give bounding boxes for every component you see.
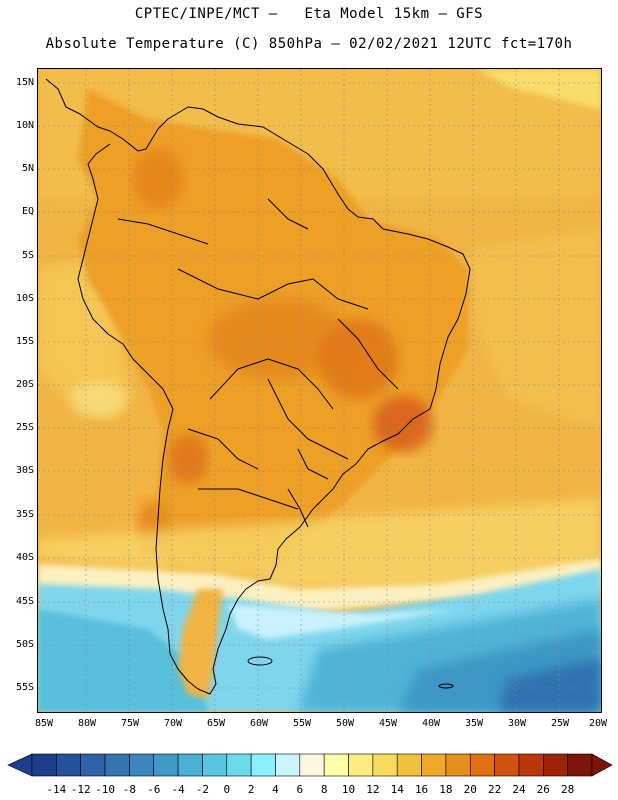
colorbar-swatch <box>275 753 301 777</box>
lat-label: 50S <box>15 639 34 650</box>
lon-label: 65W <box>206 718 226 729</box>
map-title-model: CPTEC/INPE/MCT – Eta Model 15km – GFS <box>134 6 484 22</box>
lat-label: 10N <box>15 120 34 131</box>
colorbar-tick-label: 10 <box>341 783 356 796</box>
colorbar-tick-label: 24 <box>512 783 526 796</box>
colorbar-swatch <box>80 753 106 777</box>
colorbar-swatches <box>7 753 613 777</box>
colorbar-max-arrow <box>591 753 613 777</box>
temperature-map <box>37 68 602 713</box>
colorbar-tick-label: -2 <box>195 783 210 796</box>
lat-label: 5N <box>21 163 34 174</box>
colorbar-swatch <box>104 753 130 777</box>
colorbar-tick-label: -14 <box>46 783 67 796</box>
colorbar-swatch <box>202 753 228 777</box>
colorbar-tick-label: -12 <box>70 783 91 796</box>
colorbar-swatch <box>372 753 398 777</box>
colorbar-tick-label: 0 <box>223 783 231 796</box>
colorbar-swatch <box>445 753 471 777</box>
colorbar-tick-label: 12 <box>366 783 380 796</box>
lon-label: 50W <box>335 718 355 729</box>
map-title-variable: Absolute Temperature (C) 850hPa – 02/02/… <box>45 36 573 52</box>
colorbar-tick-label: 6 <box>296 783 304 796</box>
lon-label: 30W <box>507 718 527 729</box>
colorbar-swatch <box>299 753 325 777</box>
colorbar-min-arrow <box>7 753 33 777</box>
lat-label: 45S <box>15 596 34 607</box>
colorbar-tick-label: 18 <box>439 783 453 796</box>
lat-label: 30S <box>15 465 34 476</box>
colorbar-swatch <box>543 753 568 777</box>
colorbar-swatch <box>250 753 276 777</box>
lat-label: 20S <box>15 379 34 390</box>
lat-label: 40S <box>15 552 34 563</box>
colorbar-tick-label: 20 <box>463 783 477 796</box>
colorbar-tick-label: 26 <box>536 783 550 796</box>
colorbar-swatch <box>469 753 495 777</box>
colorbar-swatch <box>177 753 203 777</box>
colorbar-swatch <box>153 753 179 777</box>
colorbar-swatch <box>226 753 252 777</box>
lat-label: 35S <box>15 509 34 520</box>
lon-label: 55W <box>292 718 312 729</box>
colorbar-swatch <box>348 753 374 777</box>
lat-label: 55S <box>15 682 34 693</box>
colorbar-swatch <box>129 753 155 777</box>
lon-label: 45W <box>378 718 398 729</box>
colorbar-swatch <box>323 753 349 777</box>
colorbar-tick-label: -10 <box>95 783 115 796</box>
lon-label: 60W <box>249 718 269 729</box>
lon-label: 25W <box>550 718 570 729</box>
lon-label: 20W <box>588 718 608 729</box>
colorbar-tick-label: -6 <box>147 783 161 796</box>
colorbar-tick-label: 8 <box>320 783 328 796</box>
graticule <box>38 69 601 712</box>
falkland-islands <box>247 656 454 689</box>
colorbar-tick-label: -8 <box>122 783 137 796</box>
colorbar-tick-label: 28 <box>561 783 575 796</box>
colorbar-swatch <box>567 753 593 777</box>
colorbar-tick-label: 22 <box>487 783 502 796</box>
lon-label: 70W <box>163 718 183 729</box>
colorbar-swatch <box>31 753 57 777</box>
lon-label: 80W <box>77 718 97 729</box>
colorbar-tick-label: -4 <box>171 783 185 796</box>
lon-label: 85W <box>34 718 54 729</box>
colorbar-swatch <box>56 753 81 777</box>
colorbar-tick-label: 2 <box>247 783 255 796</box>
temperature-field <box>38 69 601 712</box>
lat-label: 10S <box>15 293 34 304</box>
lon-label: 40W <box>421 718 441 729</box>
colorbar-swatch <box>518 753 544 777</box>
lat-label: EQ <box>21 206 34 217</box>
lat-label: 25S <box>15 422 34 433</box>
colorbar-swatch <box>494 753 520 777</box>
colorbar-swatch <box>421 753 447 777</box>
lon-label: 75W <box>120 718 140 729</box>
lat-label: 15N <box>15 77 34 88</box>
colorbar-swatch <box>396 753 422 777</box>
colorbar-tick-label: 14 <box>390 783 404 796</box>
lon-label: 35W <box>464 718 484 729</box>
lat-label: 15S <box>15 336 34 347</box>
colorbar <box>0 748 618 798</box>
colorbar-tick-label: 4 <box>272 783 279 796</box>
coastline <box>45 78 471 695</box>
lat-label: 5S <box>21 250 34 261</box>
colorbar-tick-label: 16 <box>414 783 429 796</box>
